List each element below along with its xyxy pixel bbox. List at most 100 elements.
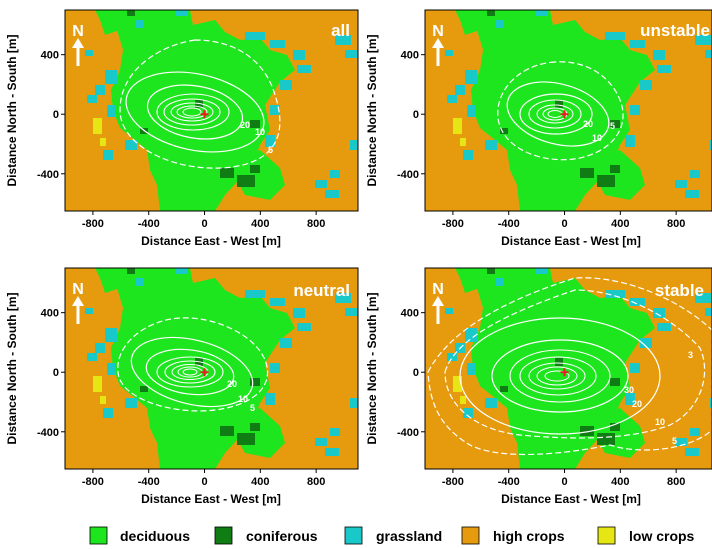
plot-frame [424, 267, 712, 470]
legend-label: coniferous [246, 528, 318, 544]
footprint-contours [119, 39, 281, 169]
x-tick-label: -400 [498, 476, 520, 488]
contour-label: 20 [632, 399, 642, 409]
legend-swatch [214, 526, 233, 545]
legend-swatch [597, 526, 616, 545]
contour-label: 10 [255, 127, 265, 137]
north-arrow-head-icon [432, 38, 444, 48]
legend-label: low crops [629, 528, 695, 544]
plot-frame [64, 267, 359, 470]
contour-label: 3 [688, 350, 693, 360]
x-tick-label: -800 [442, 476, 464, 488]
tower-marker-icon [200, 110, 209, 119]
legend-item-high-crops: high crops [461, 526, 565, 545]
north-label: N [432, 23, 444, 40]
x-tick-label: -400 [138, 476, 160, 488]
x-tick-label: 0 [201, 476, 207, 488]
x-tick-label: 800 [667, 476, 685, 488]
north-label: N [432, 281, 444, 298]
legend-label: high crops [493, 528, 565, 544]
legend-item-low-crops: low crops [597, 526, 695, 545]
plot-frame [64, 9, 359, 212]
x-tick-label: -400 [498, 218, 520, 230]
north-arrow-head-icon [72, 296, 84, 306]
legend-swatch [89, 526, 108, 545]
contour-label: 5 [268, 145, 273, 155]
axes-layer: -800 -400 0 400 800 400 0 -400 Distance East - W… [5, 9, 712, 506]
north-arrow-head-icon [432, 296, 444, 306]
contour-label: 5 [610, 121, 615, 131]
x-axis-label: Distance East - West [m] [141, 492, 281, 506]
x-tick-label: -800 [442, 218, 464, 230]
y-axis-label: Distance North - South [m] [365, 292, 379, 444]
y-tick-label: -400 [397, 169, 419, 181]
north-arrow-head-icon [72, 38, 84, 48]
legend-swatch [344, 526, 363, 545]
y-tick-label: 400 [41, 308, 59, 320]
x-tick-label: 800 [307, 476, 325, 488]
contour-label: 20 [583, 119, 593, 129]
panel-stable: 30 20 10 5 3 stable [425, 268, 712, 469]
legend-swatch [461, 526, 480, 545]
tower-marker-icon [560, 368, 569, 377]
x-tick-label: 400 [251, 476, 269, 488]
tower-marker-icon [560, 110, 569, 119]
x-axis-label: Distance East - West [m] [141, 234, 281, 248]
x-tick-label: 0 [561, 476, 567, 488]
contour-label: 5 [672, 436, 677, 446]
footprint-contours [117, 317, 269, 412]
panel-title: neutral [293, 281, 350, 300]
legend-label: grassland [376, 528, 442, 544]
y-tick-label: 400 [401, 50, 419, 62]
contour-label: 20 [227, 379, 237, 389]
north-label: N [72, 23, 84, 40]
x-tick-label: 400 [611, 476, 629, 488]
footprint-contours [427, 277, 712, 456]
x-tick-label: 0 [201, 218, 207, 230]
y-axis-label: Distance North - South [m] [5, 292, 19, 444]
x-tick-label: 800 [307, 218, 325, 230]
y-tick-label: 0 [413, 367, 419, 379]
panel-all: 20 10 5 all [65, 10, 358, 211]
x-tick-label: 800 [667, 218, 685, 230]
legend: deciduous coniferous grassland high crop… [89, 526, 695, 545]
x-tick-label: -800 [82, 476, 104, 488]
contour-label: 10 [592, 133, 602, 143]
x-tick-label: 0 [561, 218, 567, 230]
y-tick-label: 400 [401, 308, 419, 320]
x-tick-label: -800 [82, 218, 104, 230]
legend-item-coniferous: coniferous [214, 526, 318, 545]
legend-item-deciduous: deciduous [89, 526, 190, 545]
x-axis-label: Distance East - West [m] [501, 492, 641, 506]
y-tick-label: 0 [53, 367, 59, 379]
contour-label: 5 [250, 403, 255, 413]
contour-label: 30 [624, 385, 634, 395]
contour-label: 10 [655, 417, 665, 427]
panel-unstable: 20 10 5 unstable [425, 10, 712, 211]
y-tick-label: -400 [37, 169, 59, 181]
y-axis-label: Distance North - South [m] [365, 34, 379, 186]
y-tick-label: 0 [413, 109, 419, 121]
contour-label: 20 [240, 120, 250, 130]
x-axis-label: Distance East - West [m] [501, 234, 641, 248]
y-axis-label: Distance North - South [m] [5, 34, 19, 186]
plot-frame [424, 9, 712, 212]
north-label: N [72, 281, 84, 298]
y-tick-label: 0 [53, 109, 59, 121]
y-tick-label: -400 [37, 427, 59, 439]
x-tick-label: 400 [611, 218, 629, 230]
x-tick-label: -400 [138, 218, 160, 230]
footprint-contours [497, 61, 624, 161]
panel-title: all [331, 21, 350, 40]
legend-label: deciduous [120, 528, 190, 544]
y-tick-label: 400 [41, 50, 59, 62]
tower-marker-icon [200, 368, 209, 377]
panel-neutral: 20 10 5 neutral [65, 268, 358, 469]
panel-title: unstable [640, 21, 710, 40]
contour-label: 10 [238, 394, 248, 404]
panel-title: stable [655, 281, 704, 300]
x-tick-label: 400 [251, 218, 269, 230]
legend-item-grassland: grassland [344, 526, 442, 545]
y-tick-label: -400 [397, 427, 419, 439]
